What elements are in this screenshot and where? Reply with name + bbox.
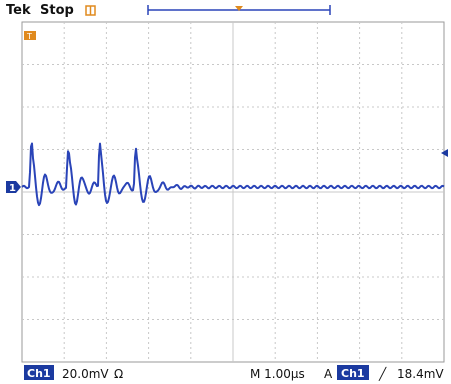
record-length-bar [147, 5, 331, 15]
trigger-level: 18.4mV [397, 367, 444, 381]
svg-text:T: T [26, 32, 32, 41]
timebase: M 1.00μs [250, 367, 305, 381]
trigger-point-marker [235, 6, 243, 11]
time-reference-icon: T [24, 31, 36, 41]
volts-per-div: 20.0mV [62, 367, 109, 381]
graticule-grid [22, 22, 444, 362]
trigger-source-label: Ch1 [341, 367, 365, 380]
status-bar: Ch1 20.0mV Ω M 1.00μs A Ch1 ╱ 18.4mV [24, 365, 444, 381]
svg-text:1: 1 [9, 183, 16, 194]
channel-1-badge[interactable] [24, 365, 54, 380]
trigger-source-badge[interactable] [337, 365, 369, 380]
channel-1-waveform [21, 142, 445, 207]
trigger-level-marker[interactable] [441, 149, 448, 157]
trigger-slope-icon: ╱ [378, 366, 387, 381]
acq-state-label: Stop [40, 3, 74, 18]
channel-1-ground-marker[interactable]: 1 [6, 181, 21, 194]
brand-label: Tek [6, 3, 31, 18]
channel-1-badge-label: Ch1 [27, 367, 51, 380]
acquisition-mode: A [324, 367, 333, 381]
bandwidth-icon: Ω [114, 367, 123, 381]
trigger-position-icon [85, 5, 96, 16]
